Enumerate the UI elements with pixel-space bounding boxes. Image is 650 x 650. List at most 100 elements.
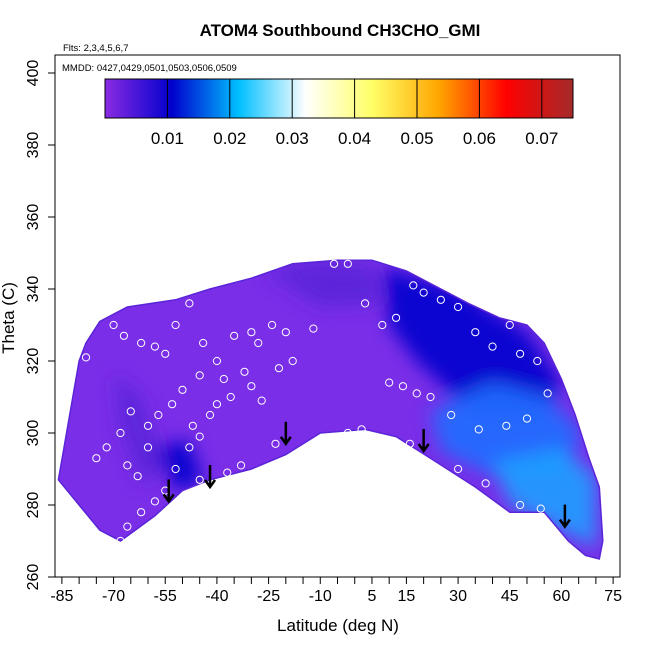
observation-point: [143, 421, 153, 430]
colorbar-ticks: 0.01 0.02 0.03 0.04 0.05 0.06 0.07: [151, 79, 558, 148]
observation-point: [274, 364, 284, 373]
observation-point: [123, 461, 132, 470]
observation-point: [436, 295, 445, 304]
colorbar-tick-label: 0.01: [151, 129, 184, 148]
observation-point: [188, 421, 197, 430]
observation-point: [453, 464, 463, 474]
observation-point: [447, 410, 456, 420]
observation-point: [195, 371, 204, 380]
y-axis-label: Theta (C): [0, 282, 18, 354]
observation-point: [515, 349, 525, 358]
observation-point: [150, 497, 160, 506]
observation-point: [329, 259, 339, 268]
observation-point: [378, 320, 387, 330]
observation-point: [92, 454, 101, 463]
observation-point: [360, 299, 370, 308]
observation-point: [281, 328, 290, 337]
observation-point: [488, 342, 497, 351]
x-tick-label: -40: [205, 588, 228, 605]
observation-point: [178, 385, 187, 394]
y-axis: 260 280 300 320 340 360 380 400: [25, 60, 55, 591]
observation-point: [81, 353, 91, 362]
observation-point: [171, 320, 180, 330]
observation-point: [405, 439, 414, 448]
observation-point: [116, 428, 125, 438]
chart-title: ATOM4 Southbound CH3CHO_GMI: [200, 21, 481, 40]
x-axis-label: Latitude (deg N): [277, 616, 399, 635]
observation-point: [223, 468, 232, 477]
observation-point: [481, 479, 490, 488]
observation-point: [357, 425, 366, 434]
observation-point: [398, 382, 408, 391]
observation-point: [426, 392, 435, 402]
observation-point: [533, 356, 542, 366]
colorbar-tick-label: 0.04: [338, 129, 371, 148]
x-tick-label: 75: [604, 588, 622, 605]
y-tick-label: 300: [25, 420, 42, 447]
observation-point: [343, 428, 352, 438]
x-tick-label: -55: [154, 588, 177, 605]
y-tick-label: 340: [25, 276, 42, 303]
observation-point: [205, 410, 215, 420]
observation-point: [143, 443, 153, 452]
observation-point: [254, 338, 263, 348]
observation-point: [116, 536, 125, 546]
x-tick-label: -25: [257, 588, 280, 605]
x-tick-label: -70: [102, 588, 125, 605]
field-region: [265, 260, 383, 307]
y-tick-label: 360: [25, 204, 42, 231]
colorbar-tick-label: 0.07: [525, 129, 558, 148]
x-tick-label: 45: [501, 588, 519, 605]
observation-point: [543, 389, 552, 398]
arrow-marker: [558, 504, 571, 529]
field-region: [113, 375, 166, 484]
observation-point: [161, 349, 170, 358]
observation-point: [219, 374, 228, 384]
observation-point: [171, 464, 180, 474]
x-tick-label: 5: [367, 588, 376, 605]
x-tick-label: 30: [449, 588, 467, 605]
observation-point: [247, 328, 256, 337]
observation-point: [385, 378, 394, 387]
observation-point: [502, 421, 511, 430]
observation-point: [230, 331, 239, 340]
flights-annotation: Flts: 2,3,4,5,6,7: [63, 43, 128, 54]
observation-points: [81, 259, 552, 546]
observation-point: [309, 324, 318, 333]
dates-annotation: MMDD: 0427,0429,0501,0503,0506,0509: [62, 63, 237, 74]
y-tick-label: 260: [25, 564, 42, 591]
observation-point: [522, 414, 532, 423]
observation-point: [236, 461, 246, 470]
trajectory-arrows: [162, 421, 571, 529]
colorbar-tick-label: 0.06: [463, 129, 496, 148]
observation-point: [168, 400, 177, 409]
arrow-head: [558, 518, 571, 529]
observation-point: [126, 407, 135, 416]
observation-point: [150, 342, 160, 351]
observation-point: [409, 281, 418, 290]
observation-point: [453, 302, 463, 312]
x-tick-label: 15: [398, 588, 416, 605]
colorbar-gradient: [104, 78, 574, 119]
observation-point: [195, 432, 204, 441]
x-tick-label: -85: [50, 588, 73, 605]
observation-point: [154, 410, 163, 420]
observation-point: [536, 504, 545, 513]
arrow-head: [417, 443, 430, 454]
observation-point: [119, 331, 129, 340]
observation-point: [288, 356, 297, 366]
observation-point: [212, 356, 222, 366]
observation-point: [102, 443, 111, 452]
y-tick-label: 280: [25, 492, 42, 519]
observation-point: [109, 320, 118, 330]
colorbar-tick-label: 0.05: [400, 129, 433, 148]
y-tick-label: 400: [25, 60, 42, 87]
colorbar-tick-label: 0.03: [276, 129, 309, 148]
observation-point: [257, 396, 266, 405]
arrow-head: [204, 479, 217, 490]
observation-point: [474, 425, 483, 434]
field-blobs: [113, 260, 596, 549]
observation-point: [391, 313, 401, 322]
arrow-head: [162, 493, 175, 504]
